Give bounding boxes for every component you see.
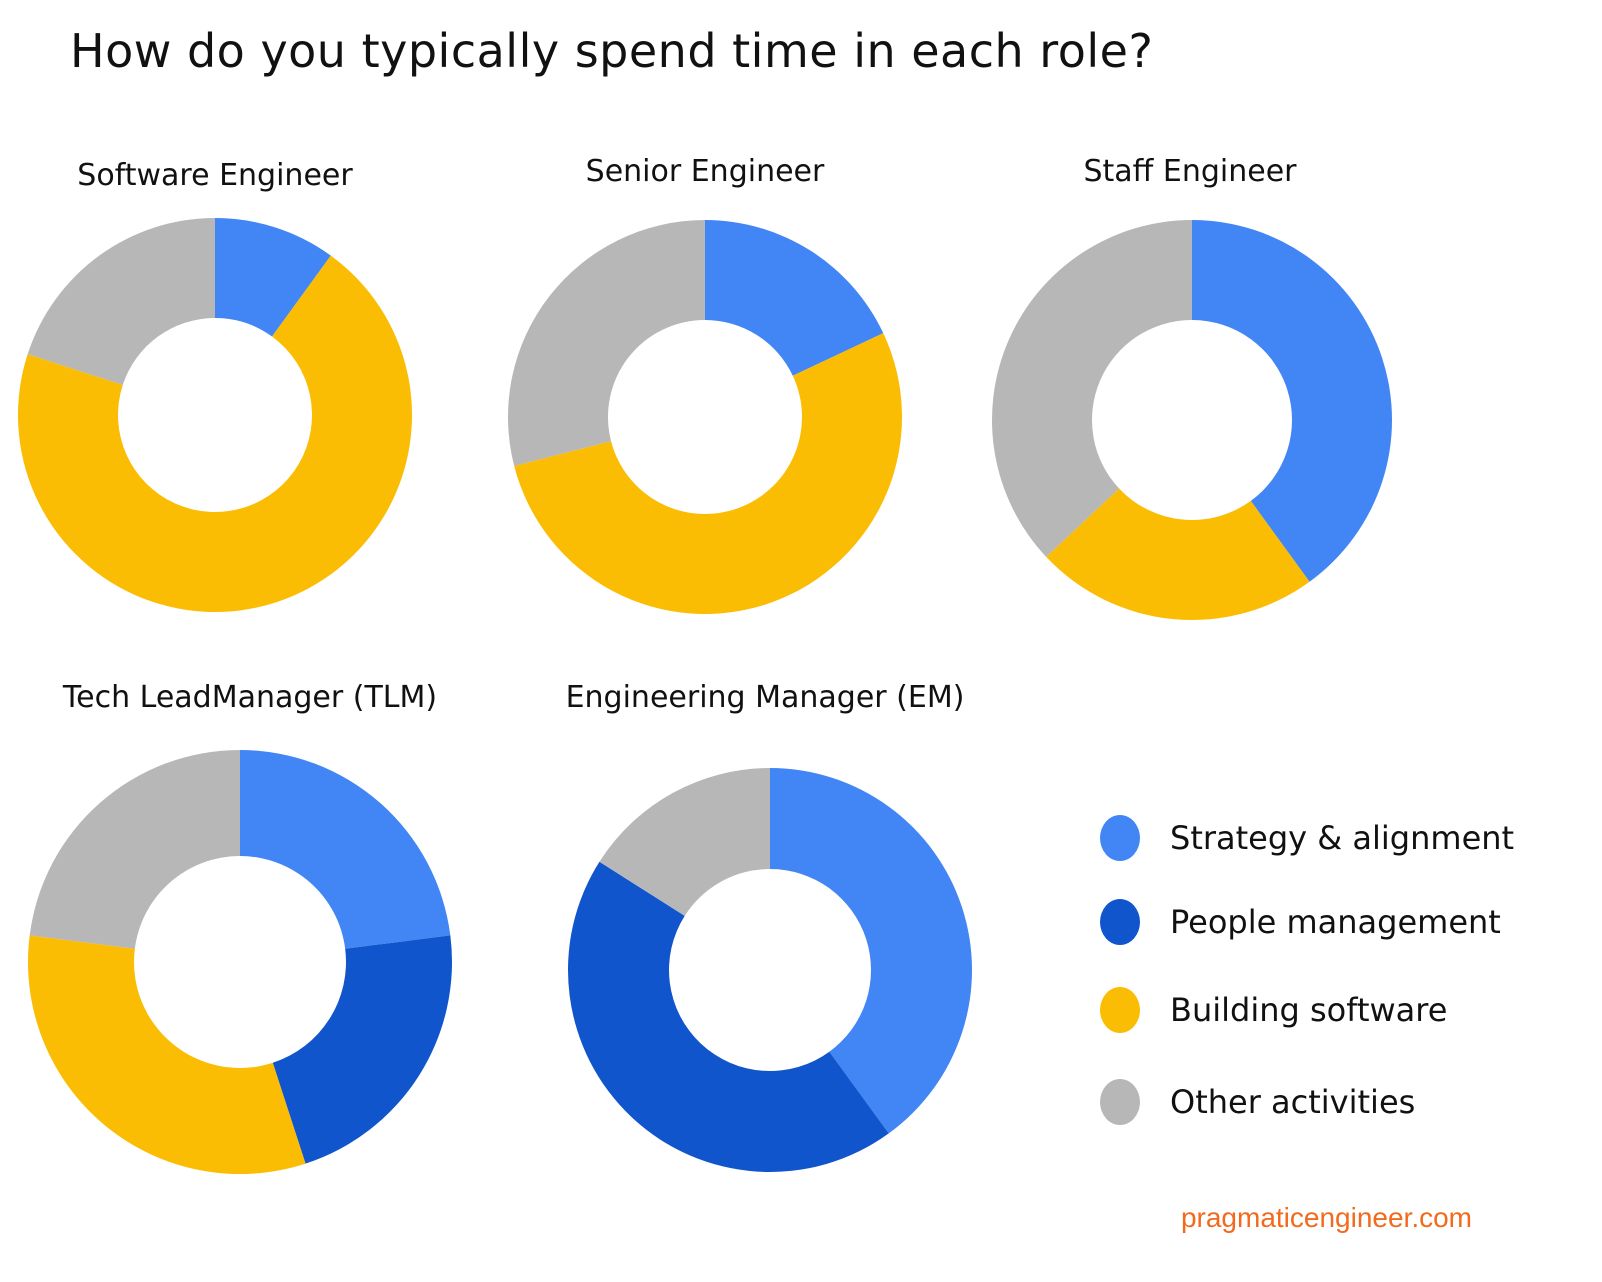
- source-link[interactable]: pragmaticengineer.com: [1180, 1202, 1472, 1233]
- donut-slice-other-activities: [507, 219, 705, 466]
- chart-title-senior-engineer: Senior Engineer: [585, 154, 825, 189]
- donut-slice-building-software: [1046, 488, 1310, 620]
- page-title: How do you typically spend time in each …: [70, 24, 1154, 78]
- legend-item-other: Other activities: [1100, 1072, 1415, 1132]
- donut-slice-people-management: [272, 935, 452, 1164]
- donut-slice-other-activities: [29, 750, 241, 949]
- donut-slice-building-software: [514, 333, 902, 614]
- donut-slice-strategy-alignment: [770, 768, 972, 1134]
- donut-slice-other-activities: [27, 218, 216, 386]
- legend-label: People management: [1170, 903, 1501, 941]
- donut-chart-3: [28, 750, 452, 1174]
- chart-title-staff-engineer: Staff Engineer: [1083, 154, 1297, 189]
- donut-slice-other-activities: [992, 220, 1192, 557]
- donut-chart-2: [992, 220, 1392, 620]
- legend-item-building: Building software: [1100, 980, 1447, 1040]
- legend-item-people: People management: [1100, 892, 1501, 952]
- donut-slice-people-management: [568, 861, 889, 1172]
- legend-label: Other activities: [1170, 1083, 1416, 1121]
- donut-slice-strategy-alignment: [1192, 220, 1392, 582]
- chart-title-em: Engineering Manager (EM): [565, 680, 965, 715]
- legend-swatch: [1100, 1079, 1140, 1125]
- chart-title-software-engineer: Software Engineer: [77, 158, 353, 193]
- donut-slice-strategy-alignment: [240, 750, 451, 949]
- legend-item-strategy: Strategy & alignment: [1100, 808, 1514, 868]
- donut-slice-other-activities: [599, 767, 770, 916]
- legend-label: Building software: [1170, 991, 1448, 1029]
- donut-slice-strategy-alignment: [215, 218, 331, 337]
- legend-label: Strategy & alignment: [1170, 819, 1515, 857]
- legend-swatch: [1100, 987, 1140, 1033]
- donut-slice-building-software: [17, 255, 413, 612]
- donut-chart-4: [568, 767, 972, 1172]
- donut-chart-0: [17, 218, 413, 612]
- donut-chart-1: [507, 219, 902, 614]
- legend-swatch: [1100, 899, 1140, 945]
- chart-title-tlm: Tech LeadManager (TLM): [62, 680, 438, 715]
- legend-swatch: [1100, 815, 1140, 861]
- donut-slice-strategy-alignment: [705, 220, 884, 376]
- donut-slice-building-software: [28, 935, 306, 1174]
